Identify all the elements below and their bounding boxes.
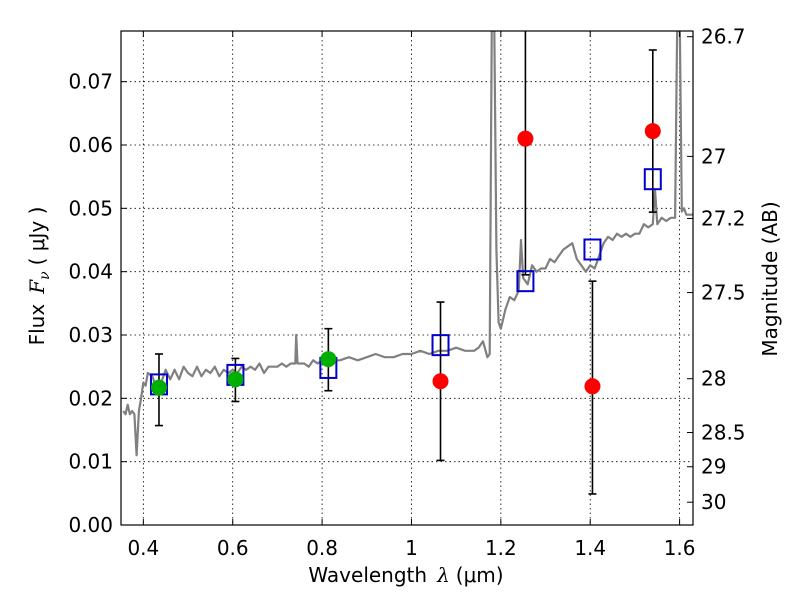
y-tick-label: 0.06 [68,133,113,157]
x-tick-label: 0.6 [217,536,249,560]
y-tick-label: 0.02 [68,386,113,410]
axis-ticks: 0.4 0.6 0.8 1 1.2 1.4 1.6 0.00 0.01 0.02 0.03 0.04 0… [68,25,745,560]
y-tick-label: 0.03 [68,323,113,347]
mag-tick-label: 30 [701,490,726,514]
y-tick-label: 0.04 [68,260,113,284]
x-tick-label: 1.2 [485,536,517,560]
model-photometry-square [431,334,450,357]
y-tick-label: 0.05 [68,196,113,220]
y-tick-label: 0.01 [68,450,113,474]
plot-area [122,31,693,495]
x-tick-label: 1.6 [664,536,696,560]
y-tick-label: 0.07 [68,70,113,94]
nir-photometry-point [584,378,601,395]
mag-tick-label: 29 [701,455,726,479]
model-photometry-square [643,168,662,191]
axes-frame [120,30,694,526]
x-tick-label: 0.4 [127,536,159,560]
x-tick-label: 1 [405,536,418,560]
mag-tick-label: 27.2 [701,206,746,230]
y-axis-label: FluxFν( μJy ) [25,207,53,346]
grid [121,31,693,526]
x-axis-label: Wavelength λ (μm) [308,563,503,587]
nir-photometry-point [432,373,449,390]
mag-tick-label: 26.7 [701,25,746,49]
model-photometry-square [516,270,535,293]
model-sed-line [122,31,693,457]
optical-photometry-point [150,379,167,396]
mag-tick-label: 27 [701,144,726,168]
y-tick-label: 0.00 [68,513,113,537]
optical-photometry-point [227,371,244,388]
mag-tick-label: 27.5 [701,281,746,305]
secondary-y-axis-label: Magnitude (AB) [758,201,782,356]
mag-tick-label: 28.5 [701,421,746,445]
model-photometry-square [583,238,602,261]
nir-photometry-point [644,123,661,140]
x-tick-label: 1.4 [574,536,606,560]
optical-photometry-point [320,351,337,368]
x-tick-label: 0.8 [306,536,338,560]
mag-tick-label: 28 [701,367,726,391]
nir-photometry-point [517,130,534,147]
